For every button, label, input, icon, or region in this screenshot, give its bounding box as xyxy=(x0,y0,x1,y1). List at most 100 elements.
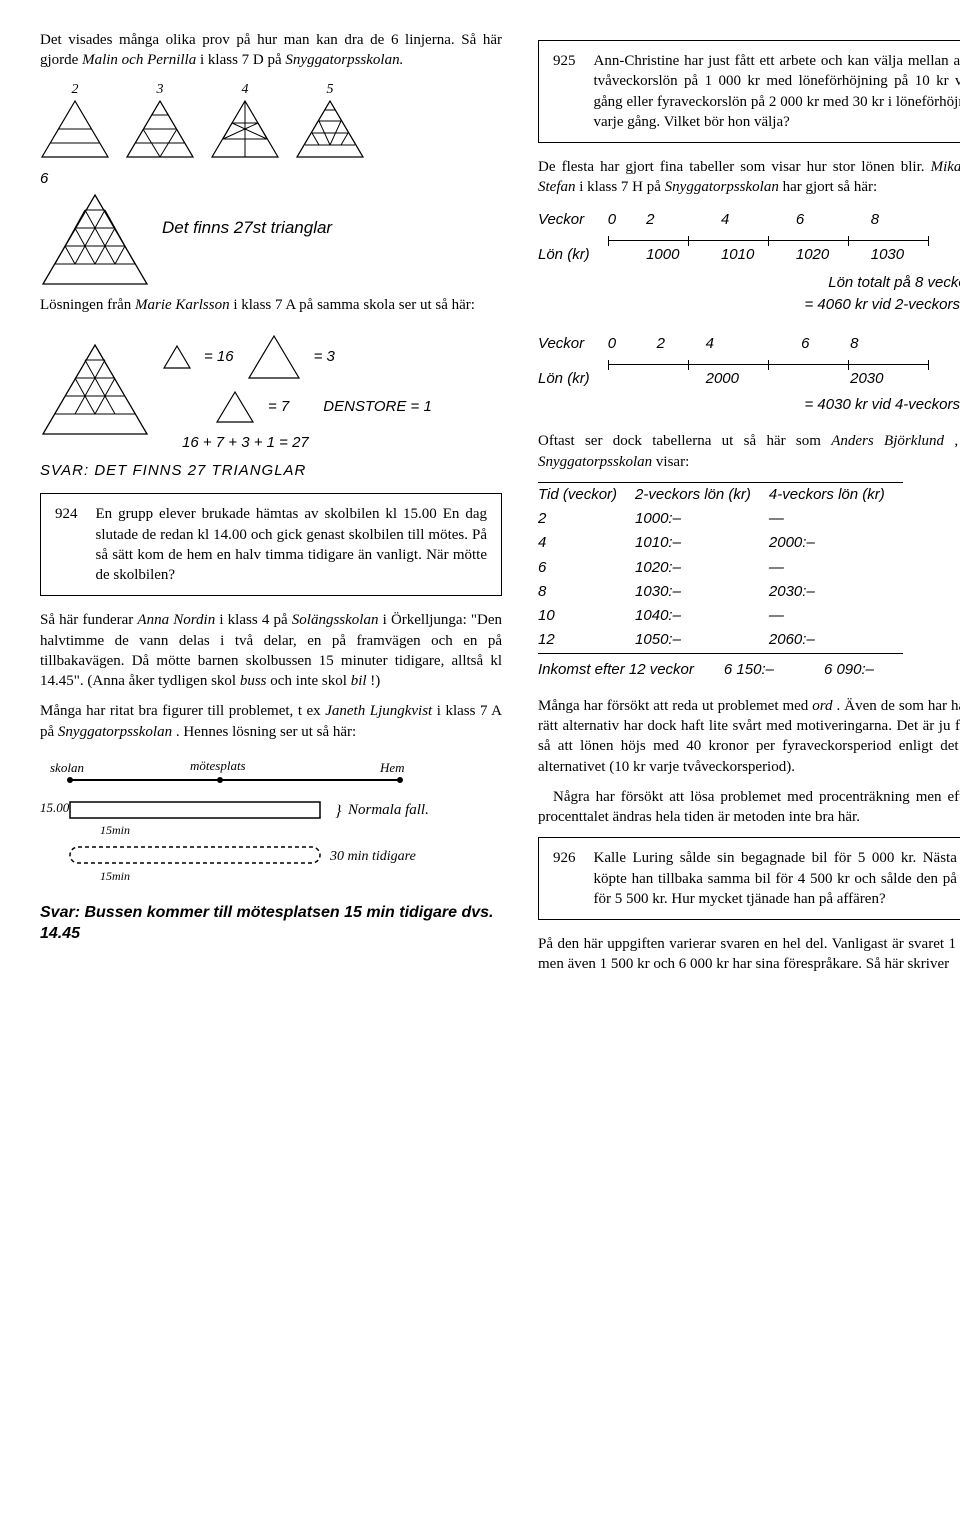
th: 4-veckors lön (kr) xyxy=(769,482,903,507)
text: = 4030 kr vid 4-veckorslön xyxy=(804,396,960,413)
cell: 8 xyxy=(538,580,635,604)
big-triangle-row: 6 Det finns 27st trianglar xyxy=(40,169,502,286)
label-1500: 15.00 xyxy=(40,800,70,815)
text: Många har försökt att reda ut problemet … xyxy=(538,698,812,714)
cell: 2000:– xyxy=(769,531,903,555)
p3: Många har försökt att reda ut problemet … xyxy=(538,696,960,777)
cell: 1030:– xyxy=(635,580,769,604)
row-label: Veckor xyxy=(538,208,608,232)
cell: 1010 xyxy=(721,243,796,267)
marie-paragraph: Lösningen från Marie Karlsson i klass 7 … xyxy=(40,295,502,315)
eq-text: = 16 xyxy=(204,347,234,367)
label-mplats: mötesplats xyxy=(190,758,246,773)
cell: 0 xyxy=(608,332,657,356)
equation-sketch: = 16 = 3 = 7 DENSTORE = 1 16 + 7 + 3 + 1… xyxy=(40,325,502,482)
triangle-label: 2 xyxy=(40,81,110,100)
cell: — xyxy=(769,507,903,531)
timeline1-res: = 4060 kr vid 2-veckorslön xyxy=(538,295,960,315)
school: Solängsskolan xyxy=(292,612,379,628)
row-label: Lön (kr) xyxy=(538,367,608,391)
row-label: Veckor xyxy=(538,332,608,356)
cell: — xyxy=(769,604,903,628)
name: Anna Nordin xyxy=(137,612,215,628)
problem-number: 925 xyxy=(553,51,576,132)
th: Tid (veckor) xyxy=(538,482,635,507)
text: Lön totalt på 8 veckor : xyxy=(828,274,960,291)
handwritten-count: Det finns 27st trianglar xyxy=(162,217,332,240)
triangle-label: 4 xyxy=(210,81,280,100)
sum-4w: 6 090:– xyxy=(824,658,892,682)
marie-text: Lösningen från xyxy=(40,297,135,313)
janeth-paragraph: Många har ritat bra figurer till problem… xyxy=(40,701,502,742)
cell: 1020:– xyxy=(635,556,769,580)
text: = 4060 kr vid 2-veckorslön xyxy=(804,296,960,313)
text: , 9 B, xyxy=(954,433,960,449)
svar-line: SVAR: DET FINNS 27 TRIANGLAR xyxy=(40,461,502,481)
cell: 1050:– xyxy=(635,628,769,653)
timeline1-sum: Lön totalt på 8 veckor : xyxy=(538,273,960,293)
cell: 1040:– xyxy=(635,604,769,628)
cell: 4 xyxy=(721,208,796,232)
p5: På den här uppgiften varierar svaren en … xyxy=(538,934,960,975)
bus-sketch: skolan mötesplats Hem 15.00 } Normala fa… xyxy=(40,752,502,945)
svar-bussen: Svar: Bussen kommer till mötesplatsen 15… xyxy=(40,902,502,945)
triangle-5: 5 xyxy=(295,81,365,160)
problem-box-925: 925 Ann-Christine har just fått ett arbe… xyxy=(538,40,960,143)
p2: Oftast ser dock tabellerna ut så här som… xyxy=(538,431,960,472)
triangle-3: 3 xyxy=(125,81,195,160)
label-15min: 15min xyxy=(100,823,130,837)
intro-school: Snyggatorpsskolan. xyxy=(285,52,403,68)
cell: 2030 xyxy=(850,367,946,391)
cell: 2 xyxy=(646,208,721,232)
timeline2-res: = 4030 kr vid 4-veckorslön xyxy=(538,395,960,415)
p1: De flesta har gjort fina tabeller som vi… xyxy=(538,157,960,198)
name: Janeth Ljungkvist xyxy=(325,703,432,719)
school: Snyggatorpsskolan xyxy=(538,454,652,470)
cell: 1030 xyxy=(871,243,946,267)
large-triangle-icon xyxy=(246,333,302,381)
cell: 8 xyxy=(850,332,946,356)
income-sum-row: Inkomst efter 12 veckor 6 150:– 6 090:– xyxy=(538,658,892,682)
income-table: Tid (veckor) 2-veckors lön (kr) 4-veckor… xyxy=(538,482,903,654)
eq-text: = 7 xyxy=(268,397,289,417)
triangle-4: 4 xyxy=(210,81,280,160)
row-label: Lön (kr) xyxy=(538,243,608,267)
text: !) xyxy=(370,673,380,689)
text: Oftast ser dock tabellerna ut så här som xyxy=(538,433,831,449)
eq-sum: 16 + 7 + 3 + 1 = 27 xyxy=(182,433,502,453)
text: . Hennes lösning ser ut så här: xyxy=(176,724,356,740)
text: har gjort så här: xyxy=(783,179,878,195)
problem-text: Ann-Christine har just fått ett arbete o… xyxy=(594,51,960,132)
label-skolan: skolan xyxy=(50,760,84,775)
text: visar: xyxy=(656,454,689,470)
svg-text:}: } xyxy=(335,803,342,820)
cell: 6 xyxy=(796,208,871,232)
cell xyxy=(657,367,706,391)
timeline-2: Veckor 0 2 4 6 8 Lön (kr) 2000 2030 xyxy=(538,332,946,392)
sum-2w: 6 150:– xyxy=(724,658,824,682)
cell: 6 xyxy=(801,332,850,356)
problem-box-926: 926 Kalle Luring sålde sin begagnade bil… xyxy=(538,837,960,920)
name: Anders Björklund xyxy=(831,433,944,449)
school: Snyggatorpsskolan xyxy=(58,724,172,740)
label-30min: 30 min tidigare xyxy=(329,849,416,864)
cell: 2030:– xyxy=(769,580,903,604)
triangle-label: 3 xyxy=(125,81,195,100)
cell: 10 xyxy=(538,604,635,628)
school: Snyggatorpsskolan xyxy=(665,179,779,195)
problem-number: 924 xyxy=(55,504,78,585)
problem-box-924: 924 En grupp elever brukade hämtas av sk… xyxy=(40,493,502,596)
em: bil xyxy=(351,673,367,689)
triangle-6: 6 xyxy=(40,169,150,286)
problem-number: 926 xyxy=(553,848,576,909)
label-15min-b: 15min xyxy=(100,869,130,883)
text: i klass 4 på xyxy=(219,612,291,628)
label-normala: Normala fall. xyxy=(347,802,429,818)
em: ord xyxy=(812,698,832,714)
marie-rest: i klass 7 A på samma skola ser ut så här… xyxy=(233,297,475,313)
problem-text: En grupp elever brukade hämtas av skolbi… xyxy=(96,504,488,585)
triangle-label: 5 xyxy=(295,81,365,100)
timeline-1: Veckor 0 2 4 6 8 Lön (kr) 1000 1010 1020… xyxy=(538,208,946,268)
mid-triangle-icon xyxy=(214,389,256,425)
big-triangle-icon xyxy=(40,342,150,437)
